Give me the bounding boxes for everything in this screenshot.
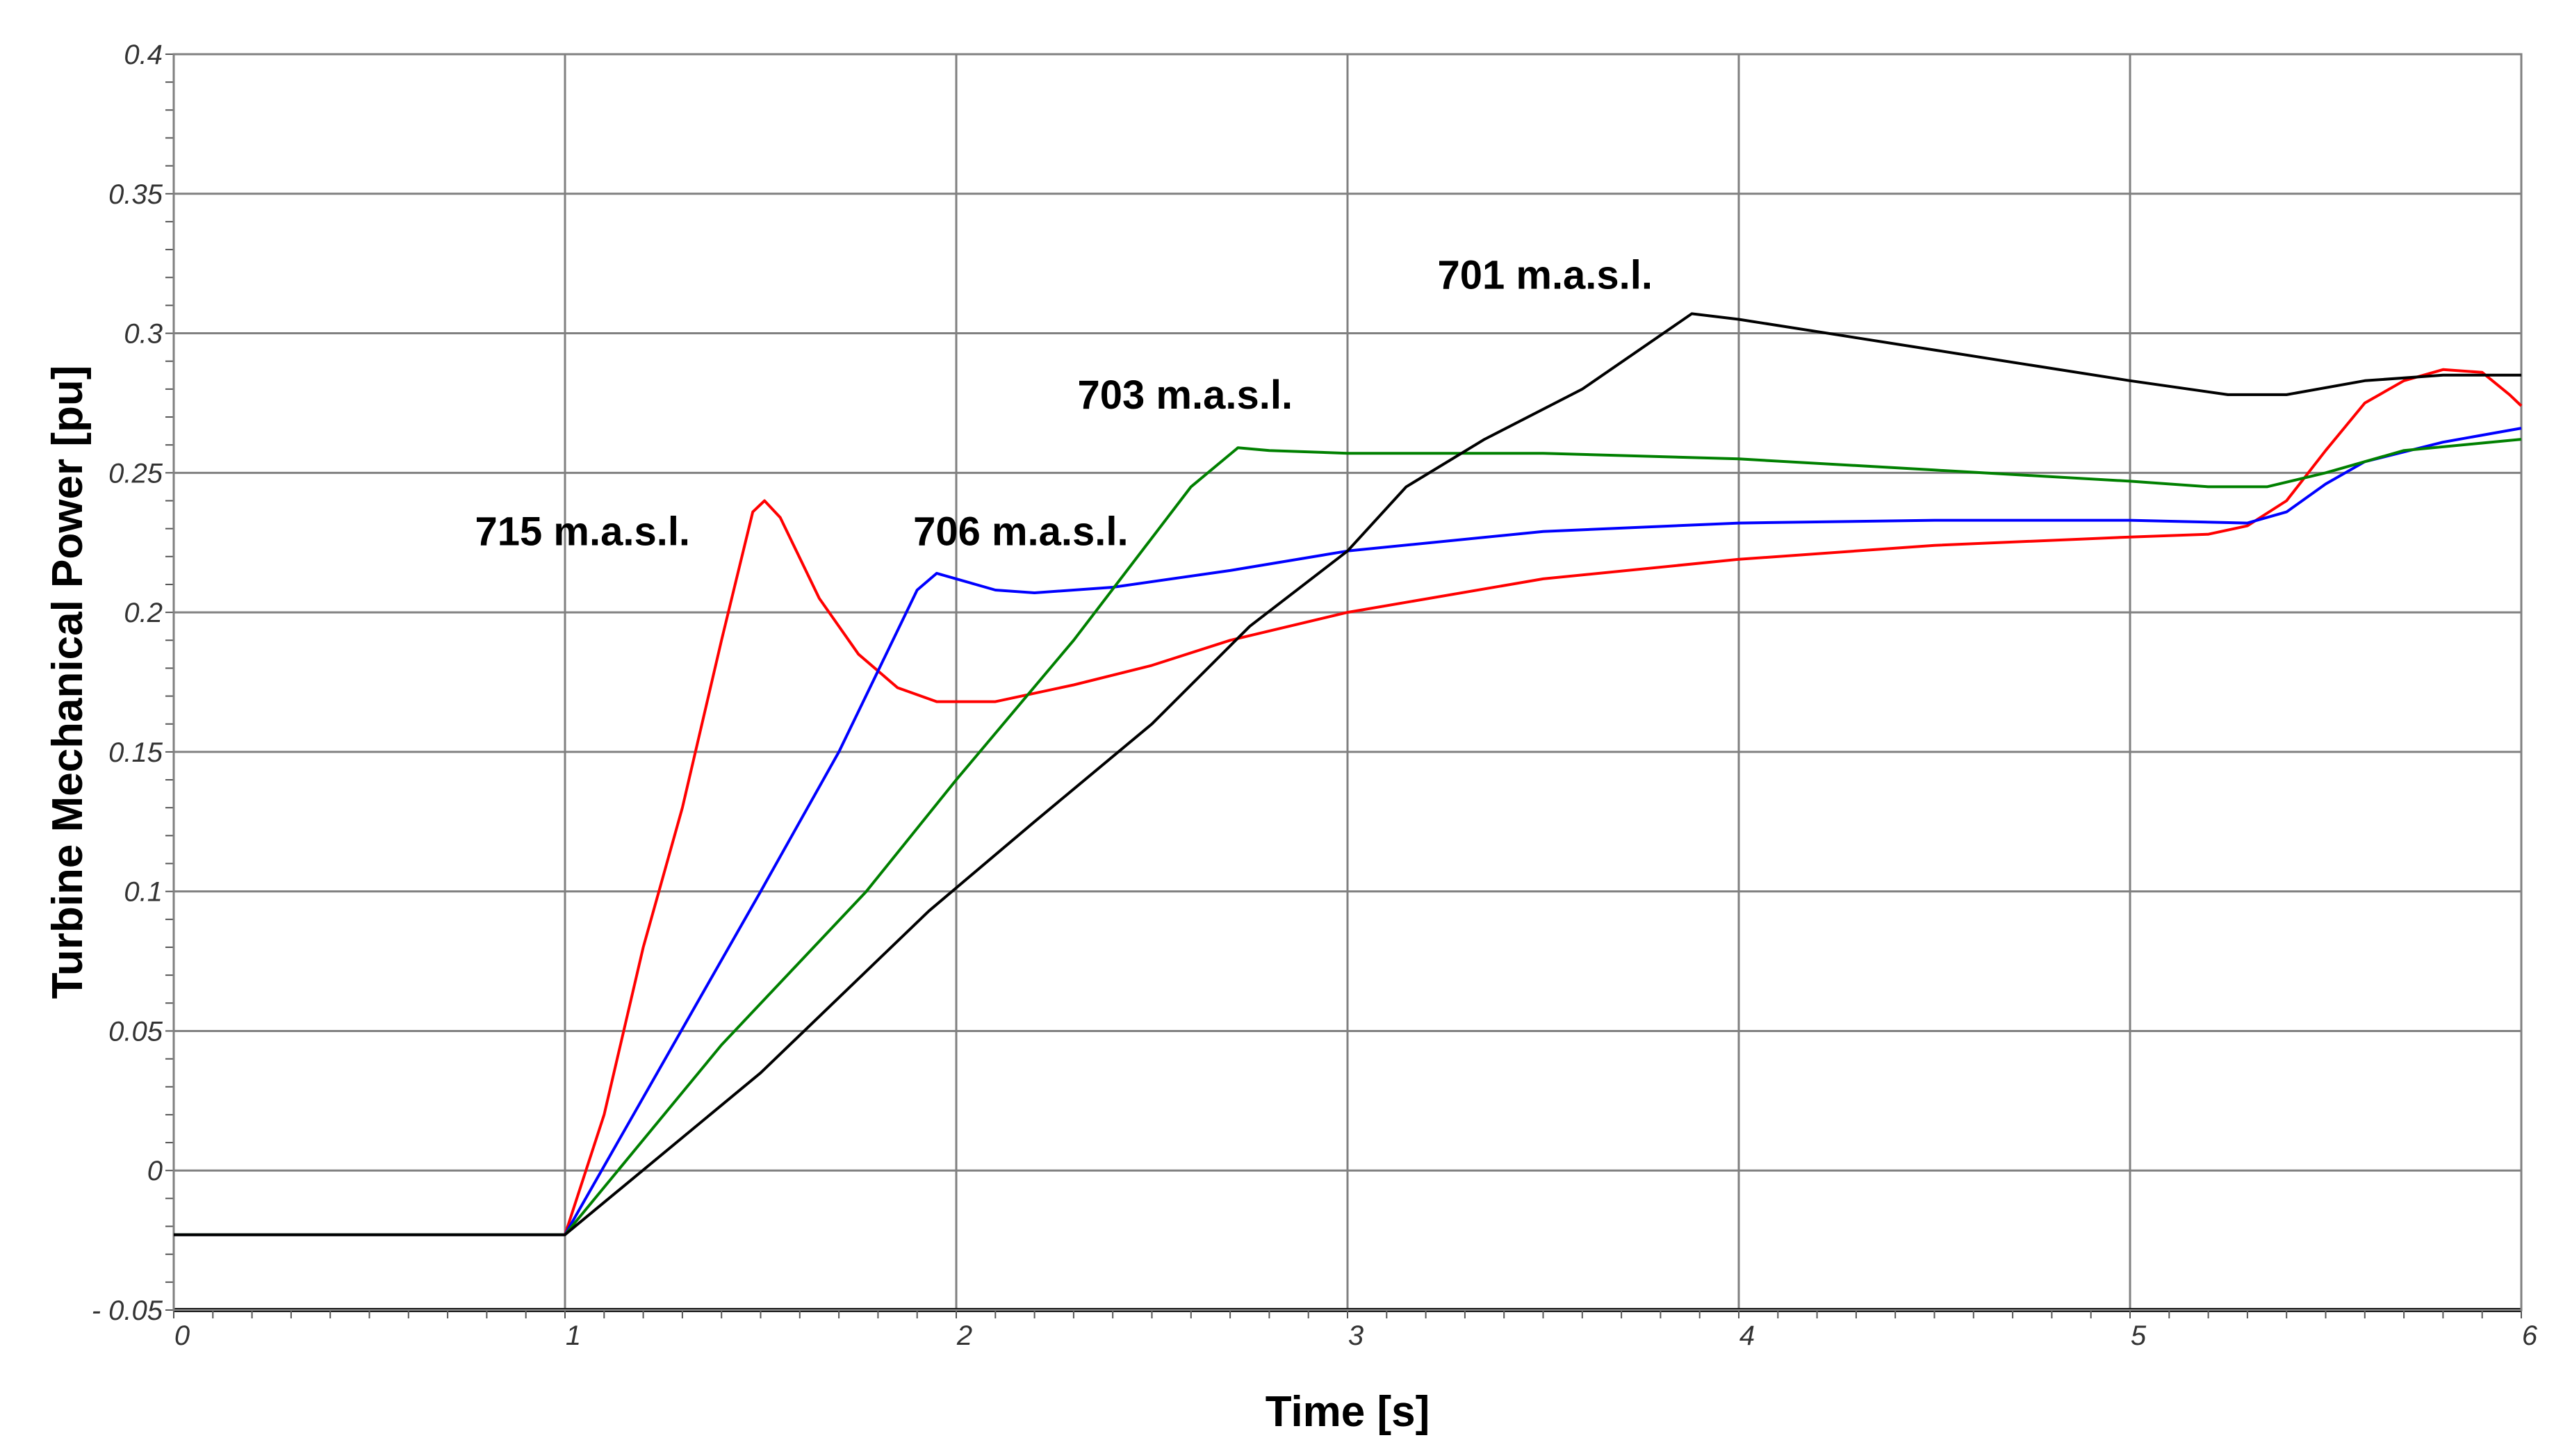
x-tick-label: 2 [956, 1320, 972, 1351]
series-line-701 [174, 312, 2521, 1236]
series-line-703 [174, 438, 2522, 1236]
series-group [174, 312, 2523, 1236]
y-axis-title: Turbine Mechanical Power [pu] [44, 366, 92, 999]
x-tick-labels: 0 1 2 3 4 5 6 [174, 1320, 2538, 1351]
annotation-715: 715 m.a.s.l. [475, 509, 691, 555]
y-tick-label: 0.3 [124, 319, 163, 350]
grid [174, 54, 2521, 1312]
minor-ticks [165, 54, 2522, 1318]
y-tick-label: 0 [147, 1156, 163, 1186]
x-tick-label: 3 [1348, 1320, 1364, 1351]
y-tick-labels: - 0.05 0 0.05 0.1 0.15 0.2 0.25 0.3 0.35 0.4 [92, 40, 163, 1326]
y-tick-label: 0.25 [108, 458, 163, 489]
y-tick-label: - 0.05 [92, 1295, 163, 1326]
annotation-706: 706 m.a.s.l. [913, 509, 1129, 555]
x-axis-title: Time [s] [1266, 1388, 1430, 1436]
y-tick-label: 0.1 [124, 877, 163, 908]
series-line-715 [174, 368, 2523, 1236]
annotation-703: 703 m.a.s.l. [1078, 373, 1293, 418]
plot-frame [172, 53, 2523, 1311]
annotation-701: 701 m.a.s.l. [1437, 252, 1653, 297]
x-tick-label: 5 [2131, 1320, 2147, 1351]
x-tick-label: 6 [2522, 1320, 2538, 1351]
annotations: 715 m.a.s.l. 706 m.a.s.l. 703 m.a.s.l. 701 … [475, 252, 1653, 554]
y-tick-label: 0.35 [108, 179, 163, 210]
y-tick-label: 0.4 [124, 40, 163, 70]
x-tick-label: 4 [1739, 1320, 1755, 1351]
y-tick-label: 0.05 [108, 1016, 163, 1047]
x-tick-label: 1 [566, 1320, 581, 1351]
y-tick-label: 0.2 [124, 598, 163, 628]
x-tick-label: 0 [174, 1320, 190, 1351]
y-tick-label: 0.15 [108, 737, 163, 768]
series-line-706 [174, 427, 2522, 1236]
